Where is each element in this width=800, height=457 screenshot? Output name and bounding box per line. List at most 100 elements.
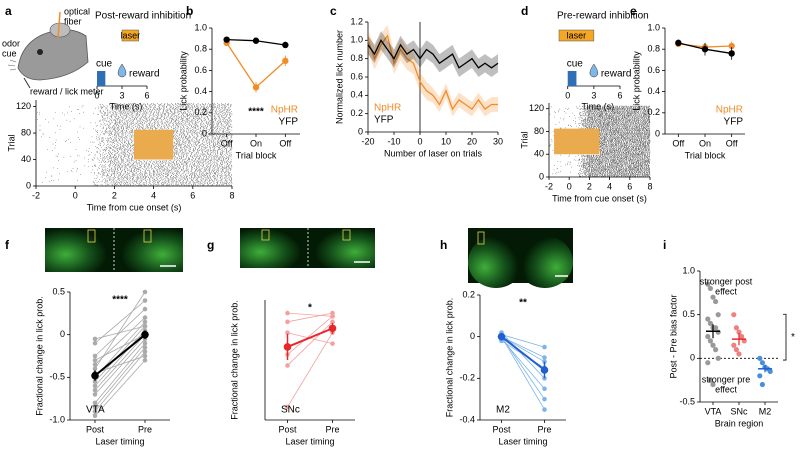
y-axis-label: Fractional change in lick prob.: [229, 300, 239, 420]
point: [733, 347, 740, 353]
x-tick-label: Off: [279, 138, 291, 148]
point: [142, 345, 148, 350]
x-axis-label: Number of laser on trials: [384, 148, 483, 158]
point: [701, 46, 709, 53]
point: [330, 319, 335, 325]
point: [92, 379, 98, 384]
pair-line: [501, 336, 545, 358]
error-band: [368, 24, 498, 117]
x-tick-label: 0: [417, 136, 422, 146]
x-tick-label: -20: [361, 136, 374, 146]
y-tick-label: 0: [690, 353, 695, 363]
y-tick-label: 0.6: [350, 71, 363, 81]
y-tick-label: 120: [529, 103, 544, 113]
point: [759, 360, 766, 366]
point: [707, 285, 714, 292]
event-box: [121, 29, 139, 42]
y-tick-label: 0.4: [194, 86, 207, 96]
x-tick-label: Off: [726, 138, 738, 148]
point: [540, 366, 549, 374]
y-tick-label: 0.8: [194, 44, 207, 54]
y-tick-label: 0: [655, 128, 660, 138]
legend-entry: YFP: [279, 117, 299, 128]
point: [92, 336, 98, 342]
point: [728, 50, 735, 57]
panel-label: f: [5, 238, 10, 252]
illustration-label: cue: [2, 48, 17, 58]
point: [92, 392, 98, 397]
point: [497, 332, 506, 341]
y-tick-label: 0.4: [350, 90, 363, 100]
pair-line: [501, 334, 545, 348]
x-tick-label: 6: [617, 90, 622, 100]
point: [736, 351, 742, 357]
x-tick-label: On: [699, 138, 711, 148]
point: [92, 357, 98, 363]
legend-entry: YFP: [374, 115, 394, 126]
x-tick-label: 2: [112, 190, 117, 200]
x-tick-label: -2: [32, 190, 40, 200]
panel-label: c: [330, 4, 337, 18]
y-tick-label: 0.2: [194, 107, 207, 117]
y-tick-label: 1.0: [647, 22, 660, 32]
point: [92, 366, 98, 372]
pair-line: [94, 359, 146, 417]
pair-line: [287, 321, 333, 366]
panel-label: e: [630, 4, 637, 18]
pair-line: [287, 312, 333, 317]
pair-line: [287, 316, 333, 355]
point: [715, 312, 721, 318]
pair-line: [94, 338, 146, 395]
illustration-label: fiber: [64, 16, 82, 26]
x-tick-label: Post: [492, 424, 511, 434]
point: [713, 325, 719, 331]
y-axis-label: Fractional change in lick prob.: [34, 296, 44, 416]
point: [92, 404, 98, 410]
x-tick-label: 0: [73, 190, 78, 200]
x-tick-label: M2: [759, 406, 772, 416]
histology-images: [45, 228, 573, 288]
point: [675, 39, 682, 47]
pair-line: [94, 347, 146, 408]
point: [92, 413, 98, 419]
pair-line: [501, 336, 545, 363]
y-axis-label: Trial: [6, 134, 16, 151]
x-axis-label: Time (s): [110, 101, 143, 111]
pair-line: [94, 334, 146, 391]
x-tick-label: Pre: [325, 424, 339, 434]
point: [142, 323, 148, 329]
point: [92, 409, 98, 414]
x-tick-label: SNc: [730, 406, 748, 416]
y-tick-label: -0.5: [49, 372, 65, 382]
timeline-title: Post-reward inhibition: [95, 11, 191, 22]
point: [330, 310, 335, 316]
x-tick-label: On: [250, 138, 262, 148]
x-axis-label: Laser timing: [95, 436, 144, 446]
x-tick-label: 6: [144, 90, 149, 100]
point: [141, 330, 149, 339]
point: [542, 396, 547, 402]
x-tick-label: 20: [467, 136, 477, 146]
point: [92, 353, 98, 359]
y-tick-label: 0: [60, 329, 65, 339]
pair-line: [94, 325, 146, 340]
point: [542, 376, 547, 381]
x-axis-label: Laser timing: [285, 436, 334, 446]
point: [92, 362, 98, 367]
y-tick-label: 0.8: [350, 53, 363, 63]
y-tick-label: 0: [358, 126, 363, 136]
x-axis-label: Laser timing: [498, 436, 547, 446]
x-tick-label: 4: [607, 181, 612, 191]
y-axis-label: Fractional change in lick prob.: [444, 298, 454, 418]
panel-label: a: [5, 4, 12, 18]
point: [142, 353, 148, 359]
x-axis-label: Trial block: [236, 150, 277, 160]
x-axis-label: Time from cue onset (s): [87, 202, 182, 212]
point: [142, 289, 148, 295]
point: [707, 320, 714, 326]
x-tick-label: 0: [565, 90, 570, 100]
region-label: SNc: [281, 405, 300, 416]
point: [705, 333, 711, 340]
x-tick-label: 6: [627, 181, 632, 191]
